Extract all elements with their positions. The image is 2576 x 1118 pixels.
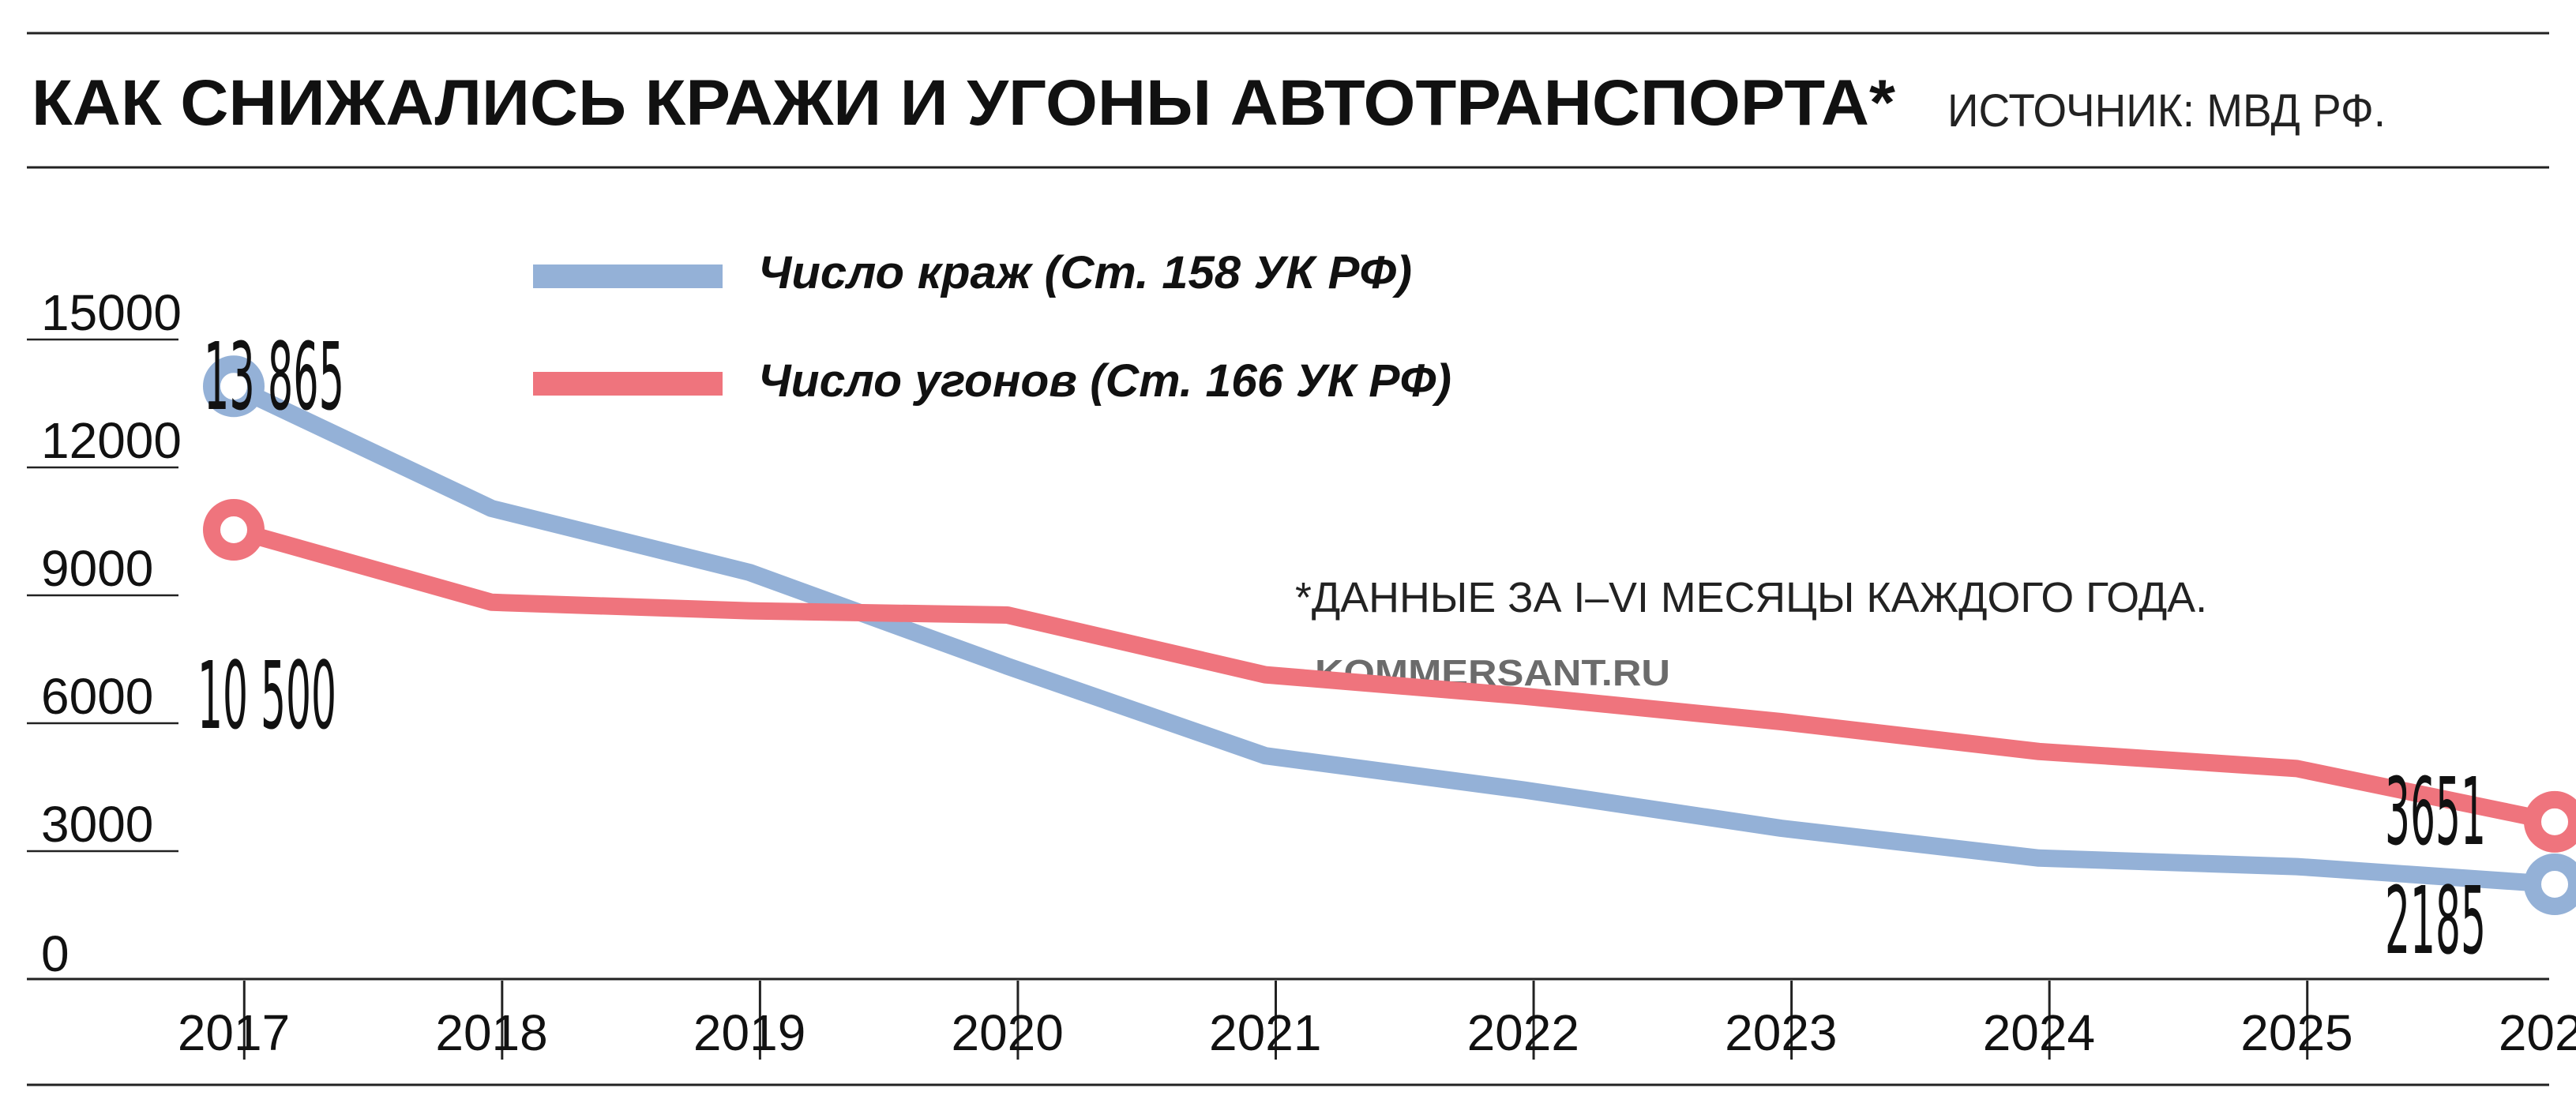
y-axis: 0 3000 6000 9000 12000 15000	[27, 284, 182, 982]
y-tick-label: 3000	[41, 796, 153, 853]
legend: Число краж (Ст. 158 УК РФ) Число угонов …	[533, 247, 1451, 407]
x-tick-label: 2026	[2499, 1004, 2576, 1061]
callout-thefts-end: 2185	[2385, 866, 2486, 975]
legend-label-hijacks: Число угонов (Ст. 166 УК РФ)	[758, 355, 1451, 407]
y-tick-label: 0	[41, 925, 69, 982]
series-line-hijacks	[225, 521, 2563, 831]
y-tick-label: 9000	[41, 540, 153, 597]
callout-hijacks-end: 3651	[2385, 757, 2486, 866]
y-tick-label: 15000	[41, 284, 182, 341]
footnote: *ДАННЫЕ ЗА I–VI МЕСЯЦЫ КАЖДОГО ГОДА.	[1295, 574, 2207, 621]
series-line-thefts	[225, 377, 2563, 894]
x-tick-label: 2021	[1209, 1004, 1321, 1061]
legend-label-thefts: Число краж (Ст. 158 УК РФ)	[758, 247, 1412, 298]
x-tick-label: 2018	[435, 1004, 547, 1061]
chart-title: КАК СНИЖАЛИСЬ КРАЖИ И УГОНЫ АВТОТРАНСПОР…	[32, 67, 1895, 139]
callout-hijacks-start: 10 500	[197, 641, 336, 750]
x-axis: 2017 2018 2019 2020 2021 2022 2023 2024 2025 2026	[178, 981, 2576, 1061]
hijacks-point-center	[2550, 816, 2559, 827]
callout-thefts-start: 13 865	[204, 322, 344, 431]
x-tick-label: 2019	[693, 1004, 805, 1061]
series-layer	[203, 355, 2576, 916]
x-tick-label: 2025	[2240, 1004, 2353, 1061]
y-tick-label: 6000	[41, 668, 153, 725]
x-tick-label: 2022	[1467, 1004, 1579, 1061]
x-tick-label: 2024	[1983, 1004, 2095, 1061]
thefts-point-center	[229, 381, 238, 392]
source-label: ИСТОЧНИК: МВД РФ.	[1947, 85, 2386, 137]
x-tick-label: 2023	[1725, 1004, 1837, 1061]
hijacks-point-center	[229, 525, 238, 535]
x-tick-label: 2017	[178, 1004, 290, 1061]
y-tick-label: 12000	[41, 412, 182, 469]
thefts-point-center	[2550, 880, 2559, 890]
x-tick-label: 2020	[951, 1004, 1063, 1061]
